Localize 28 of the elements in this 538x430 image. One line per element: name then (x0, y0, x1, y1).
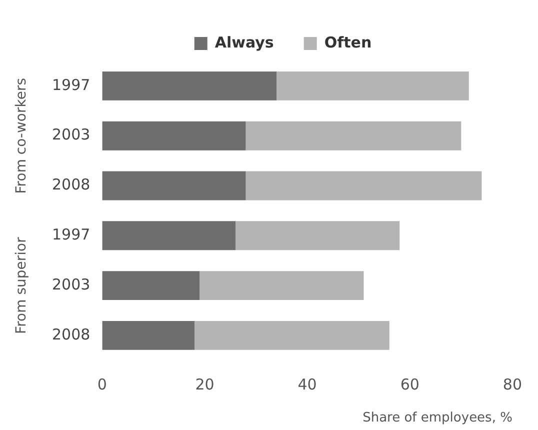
bar (102, 121, 246, 150)
bar (276, 71, 469, 100)
y-tick-label: 2003 (52, 275, 90, 294)
x-tick-label: 40 (298, 375, 317, 394)
text: From superior (14, 236, 30, 334)
y-tick-label: 2003 (52, 126, 90, 144)
legend-label: Often (324, 33, 372, 52)
x-tick-label: 80 (502, 375, 522, 394)
text: From co-workers (14, 78, 30, 194)
bar (102, 171, 246, 200)
x-axis-title: Share of employees, % (362, 410, 512, 426)
bar (102, 271, 200, 300)
bar (246, 171, 482, 200)
bar (102, 71, 277, 100)
bar (246, 121, 462, 150)
bar (102, 320, 194, 350)
bar (102, 221, 236, 250)
y-tick-label: 1997 (52, 226, 90, 244)
bar (236, 221, 400, 250)
legend-label: Always (214, 33, 274, 52)
y-tick-label: 2008 (52, 325, 90, 344)
x-tick-label: 0 (97, 375, 107, 394)
y-tick-label: 1997 (52, 76, 90, 94)
bar (194, 320, 390, 350)
bar (200, 271, 364, 300)
y-tick-label: 2008 (52, 176, 90, 194)
x-tick-label: 60 (400, 375, 420, 394)
x-tick-label: 20 (195, 375, 214, 394)
